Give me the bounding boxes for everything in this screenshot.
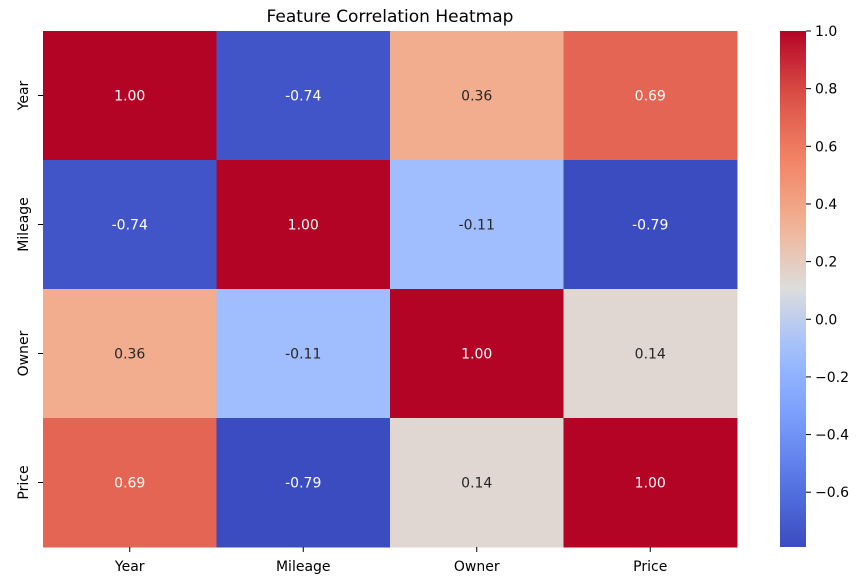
heatmap-cell: [390, 160, 564, 290]
heatmap-cell: [390, 31, 564, 161]
cell-value-label: 0.36: [114, 347, 145, 363]
colorbar-tick-label: 0.6: [815, 139, 837, 155]
cell-value-label: 1.00: [635, 476, 666, 492]
cell-value-label: -0.11: [285, 347, 321, 363]
heatmap-cell: [563, 160, 738, 290]
heatmap-cell: [563, 289, 738, 419]
cell-value-label: -0.79: [285, 476, 321, 492]
cell-value-label: -0.74: [112, 218, 148, 234]
y-tick-label: Year: [16, 80, 32, 111]
cell-value-label: 0.69: [635, 89, 666, 105]
heatmap-cell: [43, 418, 217, 548]
cell-value-label: 0.14: [461, 476, 492, 492]
chart-title: Feature Correlation Heatmap: [267, 7, 514, 27]
heatmap-cell: [43, 31, 217, 161]
colorbar-tick-label: 0.8: [815, 82, 837, 98]
cell-value-label: -0.74: [285, 89, 321, 105]
cell-value-label: 0.14: [635, 347, 666, 363]
x-axis: Year Mileage Owner Price: [114, 547, 667, 575]
heatmap-cell: [390, 418, 564, 548]
heatmap-cell: [563, 418, 738, 548]
cell-value-label: 0.69: [114, 476, 145, 492]
cell-value-label: 1.00: [114, 89, 145, 105]
heatmap-cell: [216, 31, 391, 161]
heatmap-cell: [390, 289, 564, 419]
cell-value-label: -0.11: [459, 218, 495, 234]
heatmap-cell: [216, 160, 391, 290]
heatmap-cell: [216, 289, 391, 419]
heatmap-cells: 1.00 -0.74 0.36 0.69 -0.74 1.00 -0.11 -0.79 0.36…: [43, 31, 738, 548]
cell-value-label: 1.00: [461, 347, 492, 363]
heatmap-cell: [216, 418, 391, 548]
colorbar-tick-label: 0.2: [815, 255, 837, 271]
heatmap-cell: [43, 289, 217, 419]
colorbar-tick-label: 1.0: [815, 24, 837, 40]
colorbar-tick-label: −0.2: [815, 370, 849, 386]
cell-value-label: 0.36: [461, 89, 492, 105]
colorbar-tick-label: −0.6: [815, 485, 849, 501]
heatmap-cell: [43, 160, 217, 290]
colorbar-tick-label: 0.4: [815, 197, 837, 213]
y-axis: Year Mileage Owner Price: [16, 80, 43, 500]
y-tick-label: Mileage: [16, 197, 32, 252]
colorbar-tick-label: 0.0: [815, 312, 837, 328]
x-tick-label: Owner: [454, 559, 500, 575]
y-tick-label: Price: [16, 465, 32, 499]
x-tick-label: Mileage: [276, 559, 331, 575]
x-tick-label: Year: [114, 559, 145, 575]
colorbar-gradient: [780, 31, 806, 547]
cell-value-label: -0.79: [632, 218, 668, 234]
colorbar: −0.6 −0.4 −0.2 0.0 0.2 0.4 0.6 0.8 1.0: [780, 24, 849, 547]
colorbar-tick-label: −0.4: [815, 428, 849, 444]
y-tick-label: Owner: [16, 330, 32, 376]
cell-value-label: 1.00: [288, 218, 319, 234]
heatmap-cell: [563, 31, 738, 161]
x-tick-label: Price: [633, 559, 667, 575]
